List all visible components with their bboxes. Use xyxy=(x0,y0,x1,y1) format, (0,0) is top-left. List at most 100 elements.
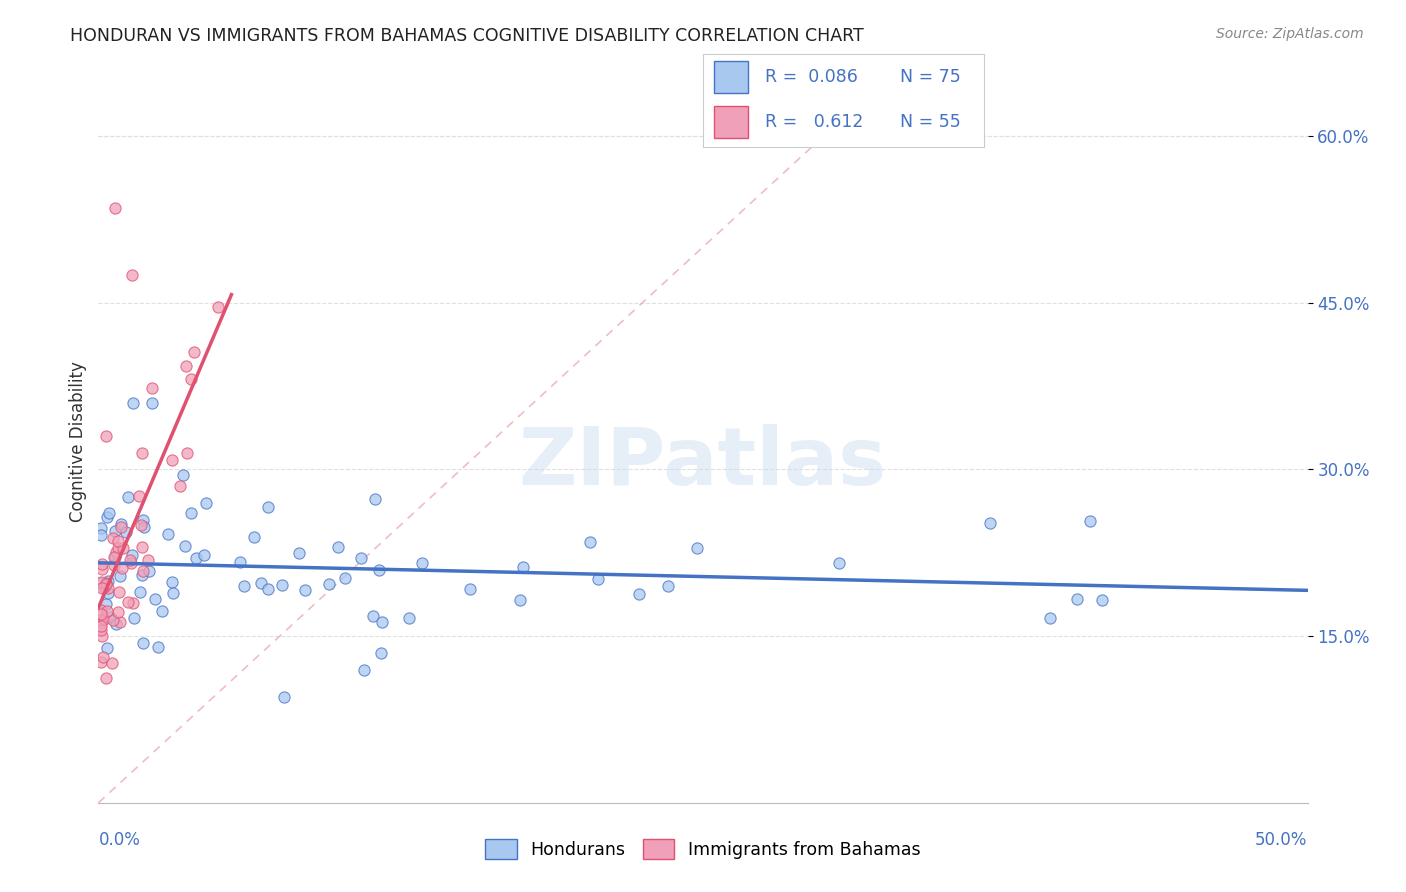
Point xyxy=(90,607,112,621)
Point xyxy=(686,541,709,555)
Point xyxy=(93,580,115,594)
Point xyxy=(121,548,143,562)
Point xyxy=(628,587,651,601)
Point xyxy=(104,545,127,559)
Point xyxy=(91,561,114,575)
Point xyxy=(90,575,112,590)
Point xyxy=(162,586,184,600)
Point xyxy=(90,527,112,541)
Point xyxy=(103,558,125,572)
Point xyxy=(1039,610,1062,624)
Legend: Hondurans, Immigrants from Bahamas: Hondurans, Immigrants from Bahamas xyxy=(478,832,928,866)
Point xyxy=(288,546,311,560)
Point xyxy=(90,603,112,617)
Text: ZIPatlas: ZIPatlas xyxy=(519,425,887,502)
Point xyxy=(326,540,349,554)
Point xyxy=(174,359,197,373)
Point xyxy=(1091,592,1114,607)
Point xyxy=(180,507,202,521)
Point xyxy=(103,550,125,565)
Point xyxy=(131,446,153,460)
Point xyxy=(114,525,136,540)
Y-axis label: Cognitive Disability: Cognitive Disability xyxy=(69,361,87,522)
Point xyxy=(128,489,150,503)
Point xyxy=(104,201,127,215)
Point xyxy=(1066,591,1088,606)
Point xyxy=(173,539,195,553)
Point xyxy=(110,569,132,583)
Text: R =  0.086: R = 0.086 xyxy=(765,68,858,86)
Point xyxy=(129,585,152,599)
Point xyxy=(183,345,205,359)
Point xyxy=(294,582,316,597)
Point xyxy=(98,507,121,521)
Point xyxy=(101,613,124,627)
Point xyxy=(110,516,132,531)
Point xyxy=(134,519,156,533)
Point xyxy=(368,563,391,577)
Point xyxy=(180,372,202,386)
Point xyxy=(370,646,392,660)
Point xyxy=(94,597,117,611)
Point xyxy=(131,568,153,582)
Point xyxy=(458,582,481,597)
Text: 50.0%: 50.0% xyxy=(1256,830,1308,848)
Point xyxy=(138,564,160,578)
Point xyxy=(121,268,143,282)
Point xyxy=(90,623,112,637)
Point xyxy=(120,553,142,567)
Point xyxy=(143,591,166,606)
Point xyxy=(90,655,112,669)
Point xyxy=(97,574,120,589)
Point xyxy=(194,495,217,509)
Point xyxy=(141,395,163,409)
Text: 0.0%: 0.0% xyxy=(98,830,141,848)
Point xyxy=(90,619,112,633)
Point xyxy=(96,640,118,655)
Point xyxy=(98,610,121,624)
Point xyxy=(90,575,112,590)
Point xyxy=(111,561,134,575)
Text: N = 55: N = 55 xyxy=(900,113,960,131)
Point xyxy=(110,615,132,629)
Point xyxy=(361,609,384,624)
Point xyxy=(138,553,160,567)
Point xyxy=(193,549,215,563)
Point xyxy=(97,582,120,596)
Point xyxy=(122,596,145,610)
Point xyxy=(588,572,610,586)
Point xyxy=(184,551,207,566)
Point xyxy=(97,586,120,600)
Point xyxy=(146,640,169,654)
Point xyxy=(129,518,152,533)
Point xyxy=(90,581,112,595)
Point xyxy=(104,524,127,538)
Text: Source: ZipAtlas.com: Source: ZipAtlas.com xyxy=(1216,27,1364,41)
Point xyxy=(122,396,145,410)
Point xyxy=(93,612,115,626)
Point xyxy=(90,521,112,535)
Point xyxy=(1078,514,1101,528)
Point xyxy=(371,615,394,630)
Point xyxy=(93,650,115,665)
Point xyxy=(96,671,118,685)
Bar xyxy=(714,106,748,138)
Point xyxy=(117,491,139,505)
Point xyxy=(141,381,163,395)
Point xyxy=(90,616,112,631)
Point xyxy=(132,564,155,578)
Point xyxy=(162,453,184,467)
Point xyxy=(131,636,153,650)
Point xyxy=(207,300,229,314)
Point xyxy=(350,551,373,566)
Point xyxy=(509,593,531,607)
Text: R =   0.612: R = 0.612 xyxy=(765,113,863,131)
Point xyxy=(411,556,433,570)
Point xyxy=(512,559,534,574)
Point xyxy=(176,446,198,460)
Point xyxy=(91,558,114,572)
Point xyxy=(101,656,124,670)
Point xyxy=(335,571,357,585)
Point xyxy=(657,579,679,593)
Point xyxy=(107,605,129,619)
